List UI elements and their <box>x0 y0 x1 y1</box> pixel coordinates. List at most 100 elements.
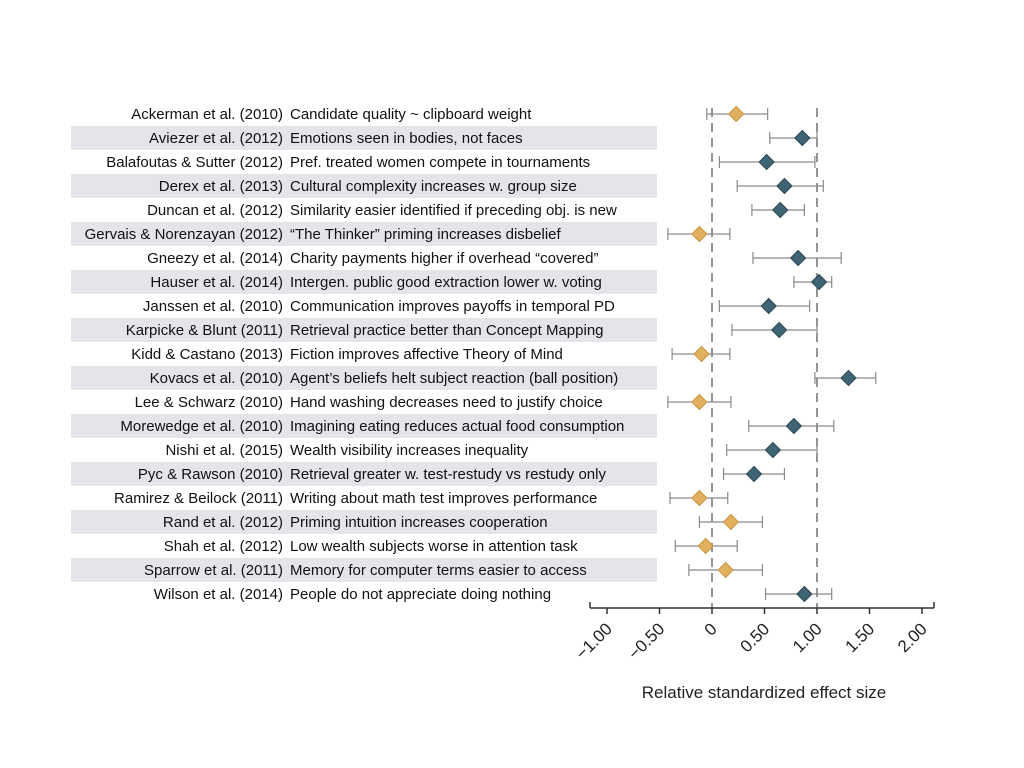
study-name: Gneezy et al. (2014) <box>147 250 283 267</box>
study-point <box>718 297 811 315</box>
effect-diamond <box>717 561 734 579</box>
study-point <box>814 369 877 387</box>
effect-diamond <box>796 585 813 603</box>
study-name: Ramirez & Beilock (2011) <box>114 490 283 507</box>
study-finding: “The Thinker” priming increases disbelie… <box>290 226 561 243</box>
study-name: Kidd & Castano (2013) <box>131 346 283 363</box>
study-finding: Emotions seen in bodies, not faces <box>290 130 523 147</box>
study-finding: Candidate quality ~ clipboard weight <box>290 106 532 123</box>
study-name: Pyc & Rawson (2010) <box>138 466 283 483</box>
study-name: Morewedge et al. (2010) <box>120 418 283 435</box>
study-point <box>748 417 835 435</box>
x-tick-label: 1.00 <box>789 619 826 656</box>
study-point <box>674 537 738 555</box>
x-axis: Relative standardized effect size −1.00−… <box>572 602 935 702</box>
study-name: Derex et al. (2013) <box>159 178 283 195</box>
row-stripe <box>71 174 657 198</box>
study-name: Balafoutas & Sutter (2012) <box>106 154 283 171</box>
study-point <box>667 393 732 411</box>
study-point <box>726 441 818 459</box>
row-stripe <box>71 126 657 150</box>
study-point <box>722 465 786 483</box>
effect-diamond <box>727 105 745 123</box>
effect-diamond <box>789 249 807 267</box>
effect-points <box>667 105 877 603</box>
study-finding: Similarity easier identified if precedin… <box>290 202 617 219</box>
study-name: Gervais & Norenzayan (2012) <box>85 226 283 243</box>
effect-diamond <box>810 273 828 291</box>
study-finding: Communication improves payoffs in tempor… <box>290 298 615 315</box>
row-stripe <box>71 558 657 582</box>
row-stripe <box>71 510 657 534</box>
row-stripe <box>71 318 657 342</box>
study-name: Duncan et al. (2012) <box>147 202 283 219</box>
effect-diamond <box>722 513 740 531</box>
study-finding: Hand washing decreases need to justify c… <box>290 394 603 411</box>
effect-diamond <box>785 417 803 435</box>
study-name: Hauser et al. (2014) <box>150 274 283 291</box>
study-finding: Charity payments higher if overhead “cov… <box>290 250 598 267</box>
effect-diamond <box>697 537 714 555</box>
effect-diamond <box>758 153 775 171</box>
study-name: Ackerman et al. (2010) <box>131 106 283 123</box>
study-point <box>751 201 806 219</box>
effect-diamond <box>776 177 793 195</box>
study-name: Nishi et al. (2015) <box>165 442 283 459</box>
effect-diamond <box>764 441 782 459</box>
study-finding: Cultural complexity increases w. group s… <box>290 178 577 195</box>
row-stripes <box>71 126 657 582</box>
study-name: Shah et al. (2012) <box>164 538 283 555</box>
study-name: Janssen et al. (2010) <box>143 298 283 315</box>
effect-diamond <box>745 465 763 483</box>
row-stripe <box>71 366 657 390</box>
study-finding: Priming intuition increases cooperation <box>290 514 548 531</box>
study-finding: Agent’s beliefs helt subject reaction (b… <box>290 370 618 387</box>
study-point <box>671 345 731 363</box>
effect-diamond <box>770 321 788 339</box>
row-stripe <box>71 222 657 246</box>
effect-diamond <box>840 369 857 387</box>
effect-diamond <box>760 297 777 315</box>
reference-lines <box>711 108 818 608</box>
study-name: Wilson et al. (2014) <box>154 586 283 603</box>
study-point <box>688 561 764 579</box>
study-point <box>764 585 833 603</box>
row-stripe <box>71 414 657 438</box>
x-tick-label: 0.50 <box>736 619 773 656</box>
study-point <box>752 249 842 267</box>
study-point <box>706 105 769 123</box>
row-stripe <box>71 462 657 486</box>
study-finding: Writing about math test improves perform… <box>290 490 597 507</box>
study-point <box>769 129 818 147</box>
x-tick-label: 1.50 <box>841 619 878 656</box>
study-finding: People do not appreciate doing nothing <box>290 586 551 603</box>
effect-diamond <box>691 393 708 411</box>
x-tick-label: 2.00 <box>894 619 931 656</box>
x-tick-label: −1.00 <box>572 619 616 663</box>
study-point <box>718 153 816 171</box>
study-name: Kovacs et al. (2010) <box>150 370 283 387</box>
study-name: Aviezer et al. (2012) <box>149 130 283 147</box>
study-finding: Low wealth subjects worse in attention t… <box>290 538 578 555</box>
study-point <box>698 513 764 531</box>
effect-diamond <box>693 345 710 363</box>
study-point <box>731 321 818 339</box>
study-finding: Intergen. public good extraction lower w… <box>290 274 602 291</box>
x-axis-title: Relative standardized effect size <box>642 683 886 702</box>
study-finding: Fiction improves affective Theory of Min… <box>290 346 563 363</box>
study-point <box>669 489 729 507</box>
study-finding: Retrieval greater w. test-restudy vs res… <box>290 466 606 483</box>
study-labels: Ackerman et al. (2010) Candidate quality … <box>85 106 625 603</box>
study-finding: Retrieval practice better than Concept M… <box>290 322 604 339</box>
study-name: Rand et al. (2012) <box>163 514 283 531</box>
study-finding: Memory for computer terms easier to acce… <box>290 562 587 579</box>
study-point <box>667 225 731 243</box>
effect-diamond <box>691 489 708 507</box>
x-tick-label: −0.50 <box>624 619 668 663</box>
study-name: Karpicke & Blunt (2011) <box>126 322 283 339</box>
study-finding: Wealth visibility increases inequality <box>290 442 529 459</box>
x-tick-label: 0 <box>701 619 721 639</box>
effect-diamond <box>691 225 708 243</box>
study-finding: Imagining eating reduces actual food con… <box>290 418 624 435</box>
